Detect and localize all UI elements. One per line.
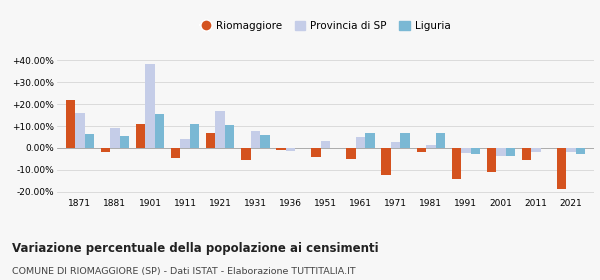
Bar (190, 124, 199, 148)
Bar (566, 148, 576, 152)
Bar (487, 148, 496, 172)
Bar (532, 148, 541, 152)
Bar (251, 132, 260, 148)
Bar (241, 148, 251, 160)
Bar (136, 124, 145, 148)
Bar (171, 148, 181, 158)
Bar (496, 148, 506, 155)
Bar (321, 141, 330, 148)
Bar (181, 139, 190, 148)
Bar (426, 144, 436, 148)
Bar (276, 148, 286, 150)
Bar (436, 132, 445, 148)
Bar (470, 148, 480, 155)
Bar (206, 132, 215, 148)
Bar (286, 148, 295, 151)
Bar (391, 143, 400, 148)
Bar (145, 64, 155, 148)
Bar (215, 111, 225, 148)
Bar (416, 148, 426, 152)
Bar (557, 148, 566, 190)
Bar (119, 136, 129, 148)
Bar (110, 128, 119, 148)
Bar (101, 148, 110, 152)
Bar (85, 134, 94, 148)
Bar (311, 148, 321, 157)
Bar (452, 148, 461, 179)
Bar (461, 148, 470, 153)
Bar (365, 132, 375, 148)
Bar (400, 132, 410, 148)
Bar (75, 113, 85, 148)
Bar (522, 148, 532, 160)
Bar (382, 148, 391, 175)
Text: COMUNE DI RIOMAGGIORE (SP) - Dati ISTAT - Elaborazione TUTTITALIA.IT: COMUNE DI RIOMAGGIORE (SP) - Dati ISTAT … (12, 267, 356, 276)
Bar (576, 148, 586, 155)
Bar (260, 135, 269, 148)
Bar (65, 100, 75, 148)
Bar (155, 114, 164, 148)
Legend: Riomaggiore, Provincia di SP, Liguria: Riomaggiore, Provincia di SP, Liguria (196, 17, 455, 35)
Bar (346, 148, 356, 159)
Bar (356, 137, 365, 148)
Bar (506, 148, 515, 155)
Bar (225, 125, 235, 148)
Text: Variazione percentuale della popolazione ai censimenti: Variazione percentuale della popolazione… (12, 242, 379, 255)
